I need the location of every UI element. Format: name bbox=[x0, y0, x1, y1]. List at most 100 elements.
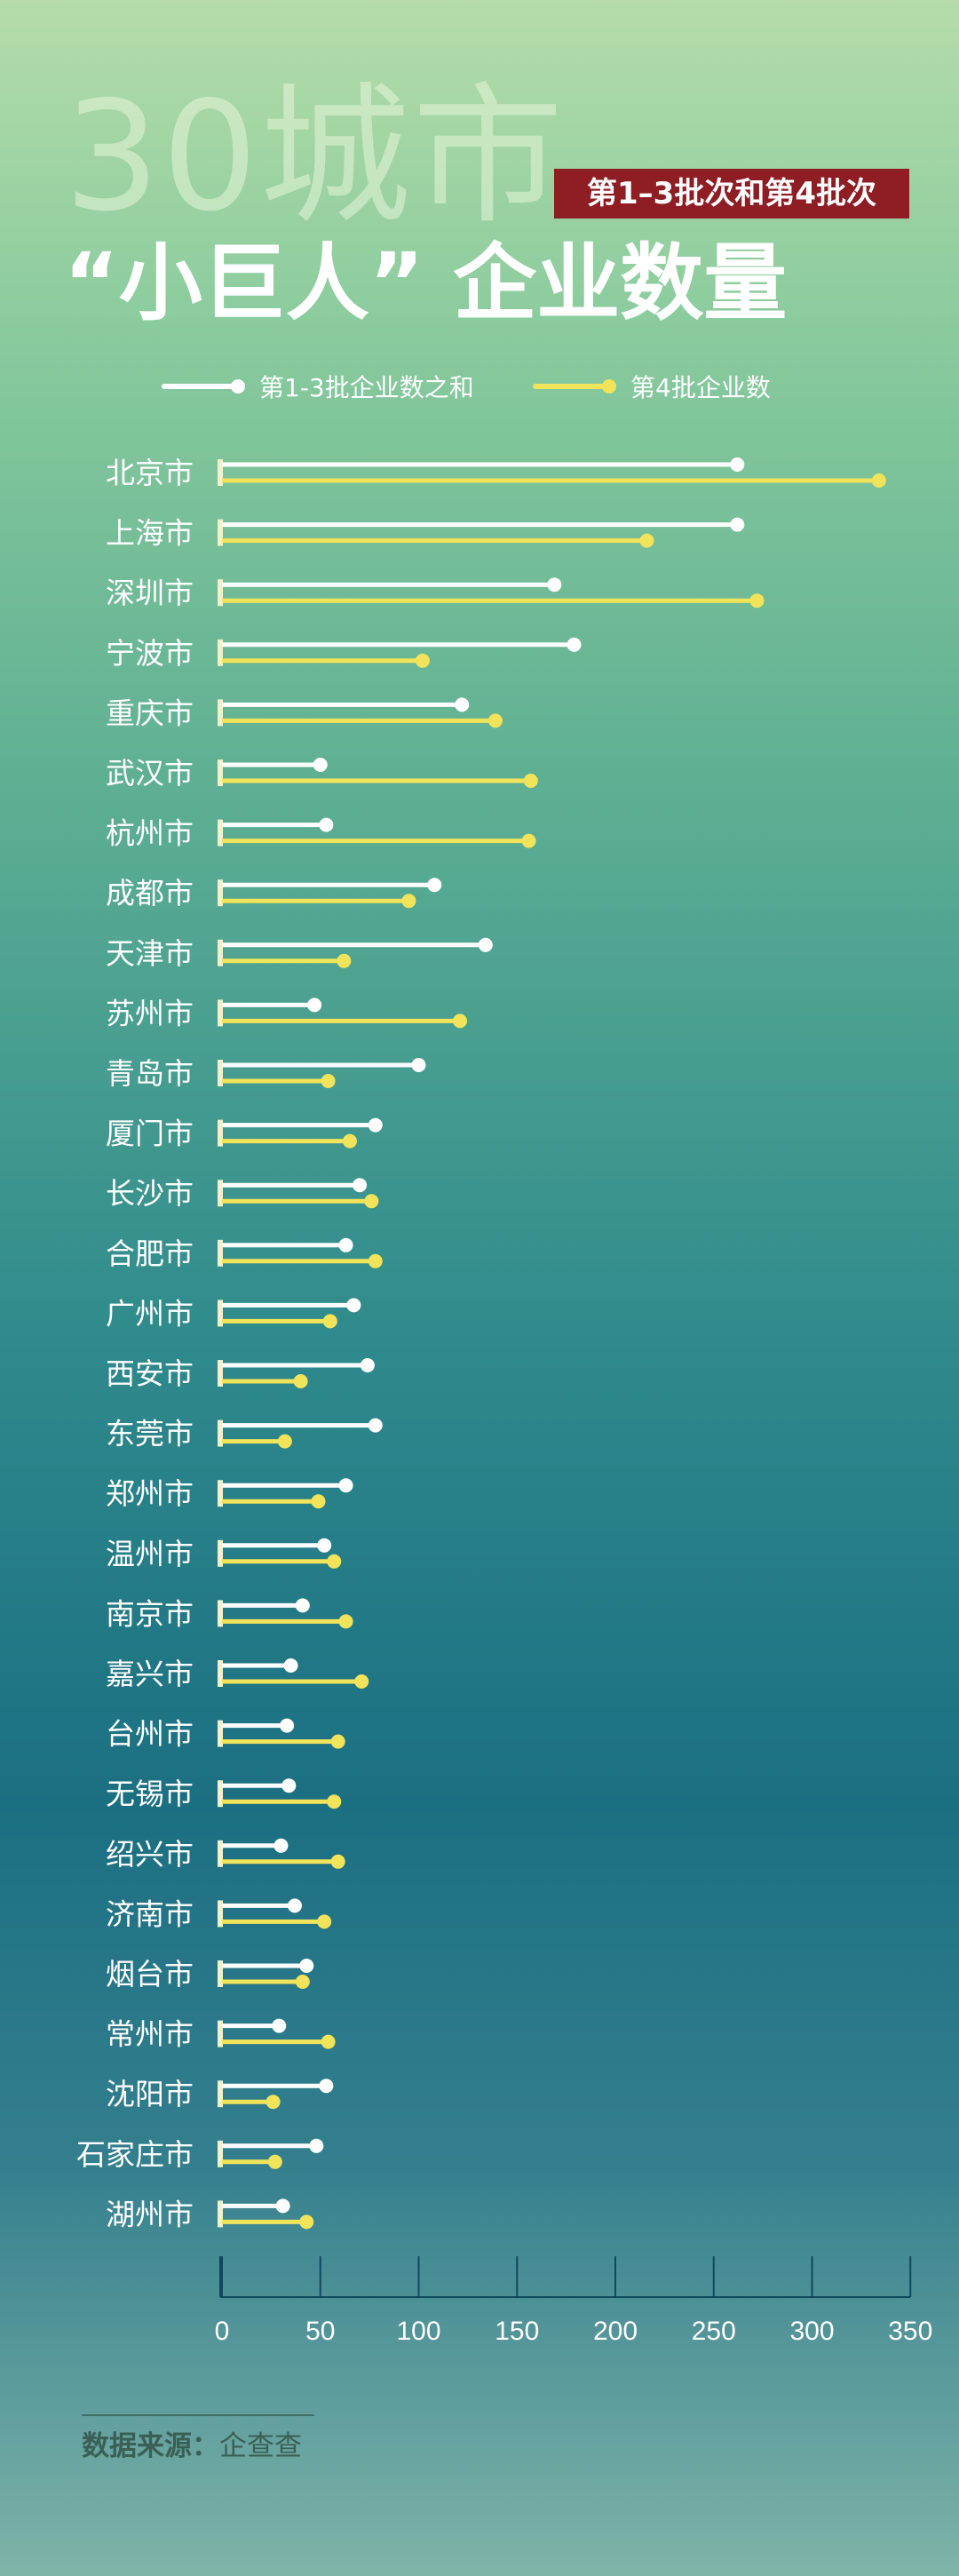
bar-series1-end bbox=[353, 1178, 368, 1193]
x-tick-label: 300 bbox=[789, 2317, 834, 2346]
bar-series2-end bbox=[368, 1253, 383, 1268]
bar-series1-end bbox=[309, 2138, 324, 2153]
legend-label-series2: 第4批企业数 bbox=[630, 373, 771, 402]
bar-series1-end bbox=[368, 1418, 383, 1433]
row-marker bbox=[218, 1060, 223, 1086]
bar-series1-end bbox=[280, 1718, 295, 1733]
x-tick-label: 150 bbox=[495, 2317, 539, 2346]
bar-series1-end bbox=[730, 517, 745, 532]
row-marker bbox=[218, 699, 223, 727]
row-marker bbox=[218, 2020, 223, 2047]
category-label: 合肥市 bbox=[106, 1236, 194, 1271]
bar-series2-end bbox=[749, 593, 765, 608]
bar-series1-end bbox=[307, 998, 322, 1013]
row-marker bbox=[218, 879, 223, 907]
bar-series1-end bbox=[275, 2198, 290, 2214]
category-label: 苏州市 bbox=[106, 996, 194, 1030]
category-label: 宁波市 bbox=[106, 636, 194, 671]
bar-series2-end bbox=[327, 1794, 342, 1809]
category-label: 湖州市 bbox=[106, 2197, 194, 2231]
category-label: 北京市 bbox=[106, 456, 194, 490]
bar-series1-end bbox=[313, 758, 328, 772]
category-label: 杭州市 bbox=[106, 816, 194, 851]
x-tick-label: 50 bbox=[305, 2317, 335, 2346]
bar-series2-end bbox=[330, 1734, 345, 1749]
bar-series1-end bbox=[567, 637, 582, 652]
bar-series2-end bbox=[337, 953, 352, 968]
x-tick-label: 350 bbox=[888, 2317, 932, 2346]
category-label: 无锡市 bbox=[106, 1777, 194, 1811]
bar-series2-end bbox=[354, 1674, 369, 1689]
bar-series1-end bbox=[730, 457, 745, 472]
bar-series1-end bbox=[427, 878, 442, 893]
bar-series1-end bbox=[272, 2018, 287, 2033]
bar-series2-end bbox=[267, 2154, 282, 2169]
bar-series1-end bbox=[319, 2079, 334, 2094]
x-tick-label: 100 bbox=[396, 2317, 440, 2346]
bar-series2-end bbox=[327, 1554, 342, 1569]
bar-series1-end bbox=[287, 1898, 302, 1913]
legend-label-series1: 第1-3批企业数之和 bbox=[259, 373, 474, 402]
category-label: 烟台市 bbox=[106, 1957, 194, 1992]
legend-item-series1: 第1-3批企业数之和 bbox=[162, 369, 474, 404]
row-marker bbox=[218, 459, 223, 486]
category-label: 沈阳市 bbox=[106, 2077, 194, 2111]
bar-series1-end bbox=[360, 1358, 375, 1372]
row-marker bbox=[218, 1720, 223, 1747]
bar-series1-end bbox=[299, 1959, 314, 1973]
category-label: 台州市 bbox=[106, 1717, 194, 1752]
source-note: 数据来源：企查查 bbox=[82, 2423, 302, 2463]
bar-series1-end bbox=[411, 1058, 426, 1072]
bar-series2-end bbox=[338, 1614, 353, 1629]
bar-series1-end bbox=[346, 1298, 361, 1313]
category-label: 常州市 bbox=[106, 2017, 194, 2052]
category-label: 青岛市 bbox=[106, 1056, 194, 1091]
row-marker bbox=[218, 1840, 223, 1867]
page-title: “小巨人” 企业数量 bbox=[64, 235, 788, 332]
row-marker bbox=[218, 1660, 223, 1687]
category-label: 深圳市 bbox=[106, 576, 194, 610]
bar-series2-end bbox=[487, 713, 503, 728]
category-label: 天津市 bbox=[106, 936, 194, 971]
category-label: 南京市 bbox=[106, 1596, 194, 1631]
bar-series2-end bbox=[342, 1133, 357, 1149]
title-big: 30城市 bbox=[64, 69, 566, 245]
bar-series1-end bbox=[338, 1237, 353, 1252]
source-value: 企查查 bbox=[219, 2430, 302, 2462]
bar-series2-end bbox=[322, 1314, 337, 1329]
row-marker bbox=[218, 1900, 223, 1928]
row-marker bbox=[218, 1239, 223, 1267]
category-label: 广州市 bbox=[106, 1296, 194, 1331]
bar-series2-end bbox=[321, 1074, 336, 1088]
bar-series1-end bbox=[478, 937, 493, 952]
row-marker bbox=[218, 939, 223, 966]
title-badge: 第1–3批次和第4批次 bbox=[554, 169, 909, 219]
category-label: 武汉市 bbox=[106, 756, 194, 791]
row-marker bbox=[218, 1180, 223, 1207]
bar-series2-end bbox=[266, 2095, 281, 2110]
bar-series1-end bbox=[283, 1658, 298, 1673]
category-label: 石家庄市 bbox=[76, 2137, 194, 2172]
source-label: 数据来源： bbox=[82, 2430, 219, 2462]
row-marker bbox=[218, 1780, 223, 1808]
bar-series2-end bbox=[330, 1854, 345, 1869]
bar-series2-end bbox=[293, 1374, 308, 1388]
row-marker bbox=[218, 1480, 223, 1507]
row-marker bbox=[218, 2080, 223, 2108]
bar-series1-end bbox=[273, 1838, 289, 1853]
bar-series1-end bbox=[455, 697, 470, 712]
row-marker bbox=[218, 819, 223, 847]
bar-series1-end bbox=[368, 1117, 383, 1133]
bar-series2-end bbox=[871, 473, 886, 488]
category-label: 重庆市 bbox=[106, 696, 194, 730]
category-label: 温州市 bbox=[106, 1537, 194, 1571]
category-label: 郑州市 bbox=[106, 1476, 194, 1511]
row-marker bbox=[218, 2140, 223, 2167]
category-label: 西安市 bbox=[106, 1356, 194, 1391]
bar-series2-end bbox=[277, 1434, 292, 1449]
bar-series2-end bbox=[415, 653, 430, 668]
row-marker bbox=[218, 1539, 223, 1567]
bar-series2-end bbox=[295, 1975, 310, 1989]
bar-series1-end bbox=[281, 1778, 297, 1793]
